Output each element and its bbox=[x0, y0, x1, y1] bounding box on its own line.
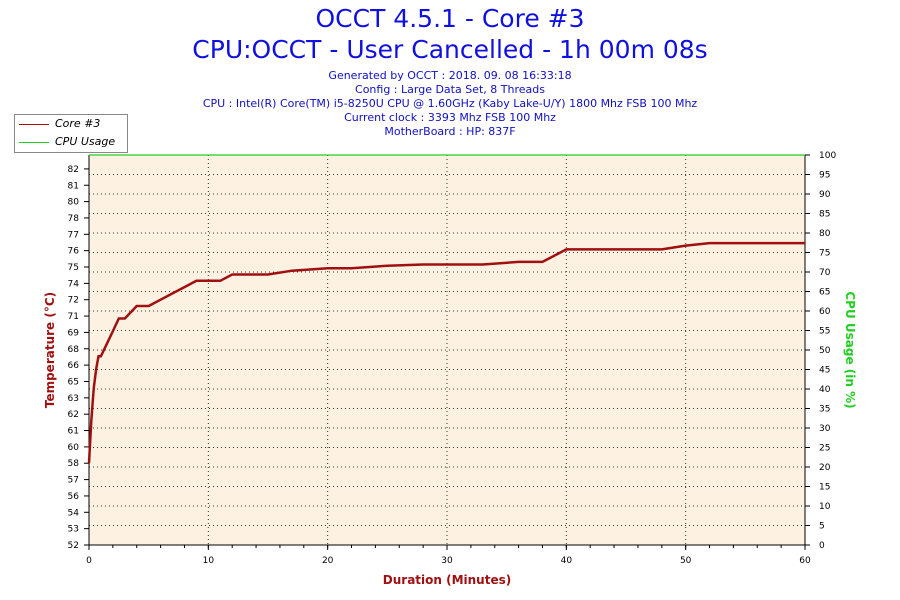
y2-tick-label: 45 bbox=[819, 366, 830, 376]
y-tick-label: 65 bbox=[68, 377, 79, 387]
y2-tick-label: 20 bbox=[819, 463, 831, 473]
y-tick-label: 75 bbox=[68, 263, 79, 273]
y-tick-label: 77 bbox=[68, 230, 79, 240]
y2-tick-label: 40 bbox=[819, 385, 831, 395]
info-clock: Current clock : 3393 Mhz FSB 100 Mhz bbox=[344, 111, 556, 124]
x-tick-label: 20 bbox=[322, 556, 334, 566]
series-core3-line bbox=[87, 241, 805, 464]
y-tick-label: 78 bbox=[68, 214, 80, 224]
y-tick-label: 56 bbox=[68, 492, 80, 502]
y2-tick-label: 60 bbox=[819, 307, 831, 317]
y-tick-label: 80 bbox=[68, 198, 80, 208]
y-tick-label: 52 bbox=[68, 541, 79, 551]
x-tick-label: 50 bbox=[680, 556, 692, 566]
legend-item-core3: Core #3 bbox=[15, 115, 127, 133]
y-tick-label: 76 bbox=[68, 247, 80, 257]
legend-item-cpu-usage: CPU Usage bbox=[15, 133, 127, 151]
chart-legend: Core #3 CPU Usage bbox=[14, 114, 128, 153]
y2-tick-label: 55 bbox=[819, 327, 830, 337]
y2-tick-label: 85 bbox=[819, 210, 830, 220]
y-tick-label: 68 bbox=[68, 345, 80, 355]
y-tick-label: 74 bbox=[68, 279, 80, 289]
legend-swatch-cpu-usage bbox=[19, 142, 49, 143]
y2-tick-label: 95 bbox=[819, 171, 830, 181]
y2-tick-label: 5 bbox=[819, 522, 825, 532]
y2-axis-label: CPU Usage (in %) bbox=[843, 291, 857, 408]
y2-tick-label: 70 bbox=[819, 268, 831, 278]
info-generated: Generated by OCCT : 2018. 09. 08 16:33:1… bbox=[328, 69, 572, 82]
y-tick-label: 54 bbox=[68, 508, 80, 518]
legend-swatch-core3 bbox=[19, 124, 49, 125]
chart-subtitle: CPU:OCCT - User Cancelled - 1h 00m 08s bbox=[192, 35, 708, 64]
chart-title: OCCT 4.5.1 - Core #3 bbox=[315, 4, 585, 33]
y2-tick-label: 90 bbox=[819, 190, 831, 200]
legend-label-core3: Core #3 bbox=[55, 117, 101, 130]
y-tick-label: 61 bbox=[68, 427, 79, 437]
legend-label-cpu-usage: CPU Usage bbox=[55, 135, 116, 148]
y-tick-label: 63 bbox=[68, 394, 79, 404]
y-tick-label: 72 bbox=[68, 296, 79, 306]
y2-tick-label: 0 bbox=[819, 541, 825, 551]
y-tick-label: 69 bbox=[68, 328, 80, 338]
info-cpu: CPU : Intel(R) Core(TM) i5-8250U CPU @ 1… bbox=[202, 97, 698, 110]
info-motherboard: MotherBoard : HP: 837F bbox=[384, 125, 516, 138]
y2-tick-label: 65 bbox=[819, 288, 830, 298]
y2-tick-label: 25 bbox=[819, 444, 830, 454]
y-tick-label: 58 bbox=[68, 459, 80, 469]
y-tick-label: 62 bbox=[68, 410, 79, 420]
y2-tick-label: 30 bbox=[819, 424, 831, 434]
y-tick-label: 81 bbox=[68, 181, 79, 191]
y-tick-label: 71 bbox=[68, 312, 79, 322]
y-tick-label: 53 bbox=[68, 525, 79, 535]
y2-tick-label: 100 bbox=[819, 151, 836, 161]
y-tick-label: 57 bbox=[68, 476, 79, 486]
x-tick-label: 40 bbox=[561, 556, 573, 566]
y2-tick-label: 75 bbox=[819, 249, 830, 259]
y2-tick-label: 10 bbox=[819, 502, 831, 512]
x-axis-label: Duration (Minutes) bbox=[383, 573, 511, 587]
y2-tick-label: 50 bbox=[819, 346, 831, 356]
y-tick-label: 82 bbox=[68, 165, 79, 175]
y2-tick-label: 80 bbox=[819, 229, 831, 239]
x-tick-label: 30 bbox=[441, 556, 453, 566]
y2-tick-label: 15 bbox=[819, 483, 830, 493]
y-tick-label: 60 bbox=[68, 443, 80, 453]
y-tick-label: 66 bbox=[68, 361, 80, 371]
info-config: Config : Large Data Set, 8 Threads bbox=[355, 83, 545, 96]
y2-tick-label: 35 bbox=[819, 405, 830, 415]
x-tick-label: 0 bbox=[86, 556, 92, 566]
x-tick-label: 10 bbox=[203, 556, 215, 566]
x-tick-label: 60 bbox=[799, 556, 811, 566]
y-axis-label: Temperature (°C) bbox=[43, 292, 57, 408]
